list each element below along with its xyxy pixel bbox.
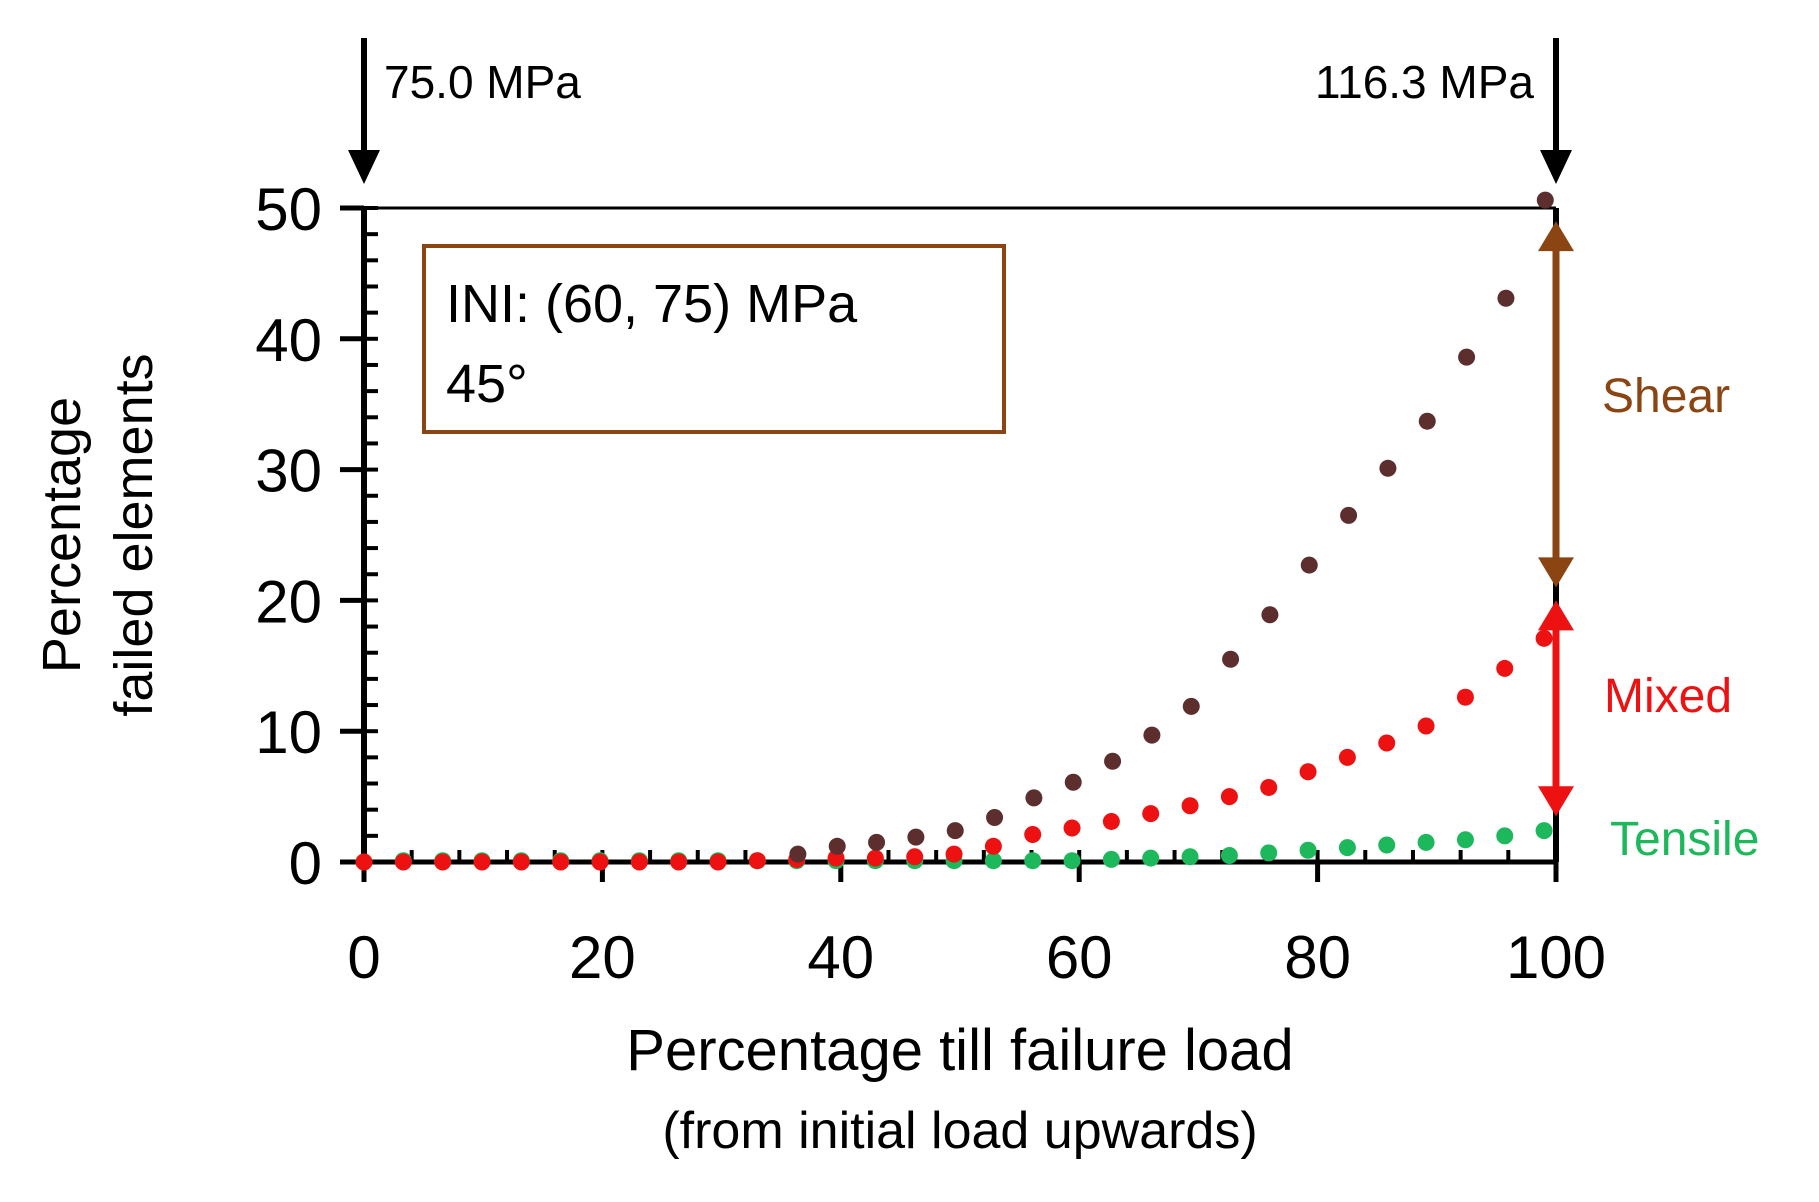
data-point-tensile [1024, 852, 1042, 870]
data-point-shear [1064, 773, 1082, 791]
data-point-mixed [1181, 797, 1199, 815]
data-point-mixed [591, 853, 609, 871]
data-point-mixed [1378, 734, 1396, 752]
data-point-mixed [1299, 763, 1317, 781]
data-point-mixed [394, 853, 412, 871]
data-point-shear [986, 809, 1004, 827]
x-axis-label-line-2: (from initial load upwards) [662, 1102, 1257, 1160]
data-point-mixed [1063, 819, 1081, 837]
data-point-mixed [866, 849, 884, 867]
data-point-shear [1458, 348, 1476, 366]
data-point-tensile [1102, 850, 1120, 868]
data-point-mixed [1260, 778, 1278, 796]
start-load-label: 75.0 MPa [384, 56, 581, 108]
data-point-shear [828, 837, 846, 855]
data-point-mixed [709, 853, 727, 871]
data-point-tensile [984, 852, 1002, 870]
mixed-range-head-top [1538, 600, 1574, 631]
tensile-label: Tensile [1610, 813, 1759, 866]
data-point-tensile [1181, 848, 1199, 866]
x-tick-label: 60 [1046, 924, 1113, 991]
data-point-mixed [748, 852, 766, 870]
data-point-tensile [1299, 841, 1317, 859]
data-points [355, 191, 1554, 871]
data-point-mixed [630, 853, 648, 871]
x-tick-label: 20 [569, 924, 636, 991]
data-point-mixed [984, 837, 1002, 855]
data-point-mixed [434, 853, 452, 871]
start-load-arrow-head [348, 150, 380, 184]
data-point-shear [1182, 697, 1200, 715]
data-point-tensile [1535, 822, 1553, 840]
data-point-shear [1418, 412, 1436, 430]
data-point-tensile [1496, 827, 1514, 845]
data-point-tensile [1142, 849, 1160, 867]
data-point-tensile [1260, 844, 1278, 862]
data-point-shear [1300, 556, 1318, 574]
data-point-tensile [1417, 833, 1435, 851]
data-point-shear [1143, 726, 1161, 744]
data-point-mixed [1456, 688, 1474, 706]
data-point-shear [1497, 289, 1515, 307]
data-point-shear [1261, 606, 1279, 624]
x-tick-label: 40 [807, 924, 874, 991]
y-tick-label: 20 [255, 568, 322, 635]
data-point-shear [1025, 789, 1043, 807]
data-point-tensile [1378, 836, 1396, 854]
data-point-tensile [1456, 831, 1474, 849]
data-point-shear [946, 822, 964, 840]
y-tick-label: 30 [255, 438, 322, 505]
data-point-mixed [512, 853, 530, 871]
shear-label: Shear [1602, 370, 1730, 423]
data-point-mixed [473, 853, 491, 871]
mixed-range-head-bottom [1538, 786, 1574, 817]
end-load-arrow-head [1540, 150, 1572, 184]
y-axis-label-line-2: failed elements [104, 353, 164, 716]
y-tick-label: 0 [289, 830, 322, 897]
data-point-mixed [1142, 805, 1160, 823]
data-point-shear [789, 845, 807, 863]
x-tick-label: 100 [1506, 924, 1606, 991]
data-point-mixed [945, 845, 963, 863]
annotation-line-1: INI: (60, 75) MPa [446, 274, 858, 334]
data-point-mixed [1417, 717, 1435, 735]
data-point-shear [868, 833, 886, 851]
data-point-mixed [1024, 826, 1042, 844]
data-point-mixed [1496, 659, 1514, 677]
annotation-line-2: 45° [446, 354, 528, 414]
y-tick-label: 40 [255, 307, 322, 374]
y-axis-label: Percentage [32, 397, 92, 673]
x-axis-label: Percentage till failure load [626, 1018, 1293, 1083]
y-tick-label: 10 [255, 699, 322, 766]
data-point-mixed [355, 853, 373, 871]
x-tick-label: 0 [347, 924, 380, 991]
shear-range-head-bottom [1538, 557, 1574, 588]
y-tick-label: 50 [255, 176, 322, 243]
data-point-shear [1379, 459, 1397, 477]
data-point-shear [1340, 506, 1358, 524]
data-point-mixed [906, 848, 924, 866]
data-point-tensile [1338, 839, 1356, 857]
data-point-shear [1104, 752, 1122, 770]
tick-labels: 0 20 40 60 80 100 0 10 20 30 40 50 [255, 176, 1606, 991]
data-point-mixed [552, 853, 570, 871]
data-point-mixed [670, 853, 688, 871]
x-tick-label: 80 [1284, 924, 1351, 991]
data-point-tensile [1063, 852, 1081, 870]
shear-range-head-top [1538, 221, 1574, 252]
data-point-shear [907, 828, 925, 846]
data-point-mixed [1102, 812, 1120, 830]
data-point-mixed [1535, 629, 1553, 647]
data-point-shear [1222, 650, 1240, 668]
data-point-mixed [1220, 788, 1238, 806]
data-point-mixed [1338, 748, 1356, 766]
data-point-shear [1536, 191, 1554, 209]
annotation-box [422, 244, 1006, 434]
end-load-label: 116.3 MPa [1315, 56, 1534, 108]
data-point-tensile [1220, 846, 1238, 864]
range-arrows [1538, 221, 1574, 817]
mixed-label: Mixed [1604, 670, 1732, 723]
